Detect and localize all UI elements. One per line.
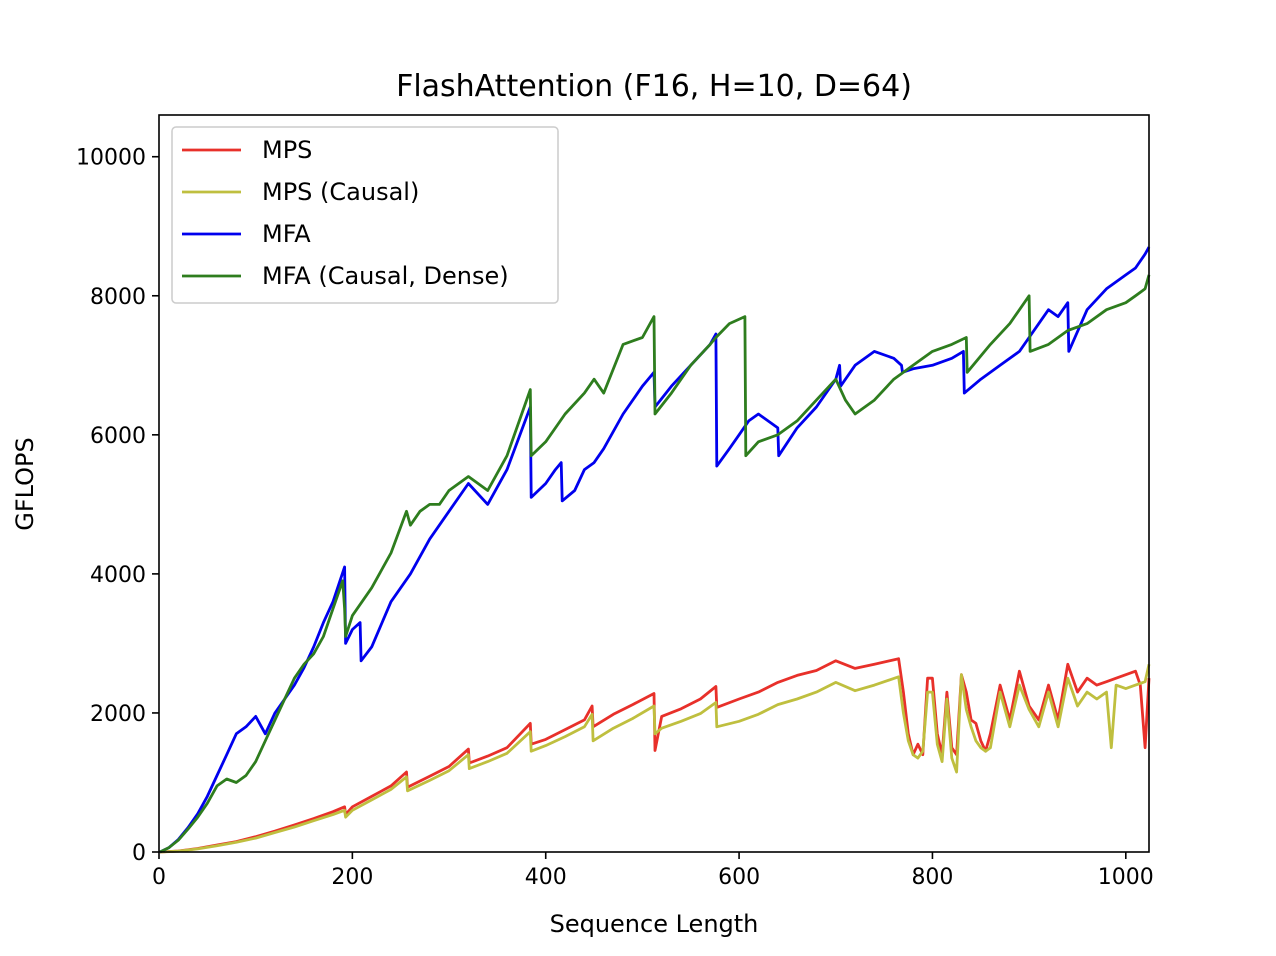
x-tick-label: 200 xyxy=(331,865,373,890)
y-tick-label: 8000 xyxy=(90,285,146,310)
x-tick-label: 800 xyxy=(911,865,953,890)
y-tick-label: 10000 xyxy=(76,146,146,171)
legend-box xyxy=(171,126,559,304)
y-tick-label: 2000 xyxy=(90,702,146,727)
x-axis-label: Sequence Length xyxy=(550,910,759,938)
legend-label-0: MPS xyxy=(262,136,312,164)
series-line-1 xyxy=(159,663,1151,854)
x-axis-ticks: 0 200 400 600 800 1000 xyxy=(152,852,1154,890)
series-line-2 xyxy=(159,246,1151,854)
legend: MPS MPS (Causal) MFA MFA (Causal, Dense) xyxy=(171,126,559,304)
series-line-3 xyxy=(159,274,1151,854)
y-tick-label: 6000 xyxy=(90,424,146,449)
legend-label-3: MFA (Causal, Dense) xyxy=(262,262,509,290)
plot-area-frame xyxy=(158,114,1150,853)
y-tick-label: 0 xyxy=(132,841,146,866)
legend-label-1: MPS (Causal) xyxy=(262,178,419,206)
x-tick-label: 0 xyxy=(152,865,166,890)
x-tick-label: 600 xyxy=(718,865,760,890)
legend-label-2: MFA xyxy=(262,220,311,248)
x-tick-label: 1000 xyxy=(1098,865,1154,890)
y-axis-label: GFLOPS xyxy=(11,437,39,531)
x-tick-label: 400 xyxy=(525,865,567,890)
y-axis-ticks: 0 2000 4000 6000 8000 10000 xyxy=(76,146,159,866)
chart-title: FlashAttention (F16, H=10, D=64) xyxy=(396,69,912,104)
y-tick-label: 4000 xyxy=(90,563,146,588)
series-lines xyxy=(159,246,1151,854)
